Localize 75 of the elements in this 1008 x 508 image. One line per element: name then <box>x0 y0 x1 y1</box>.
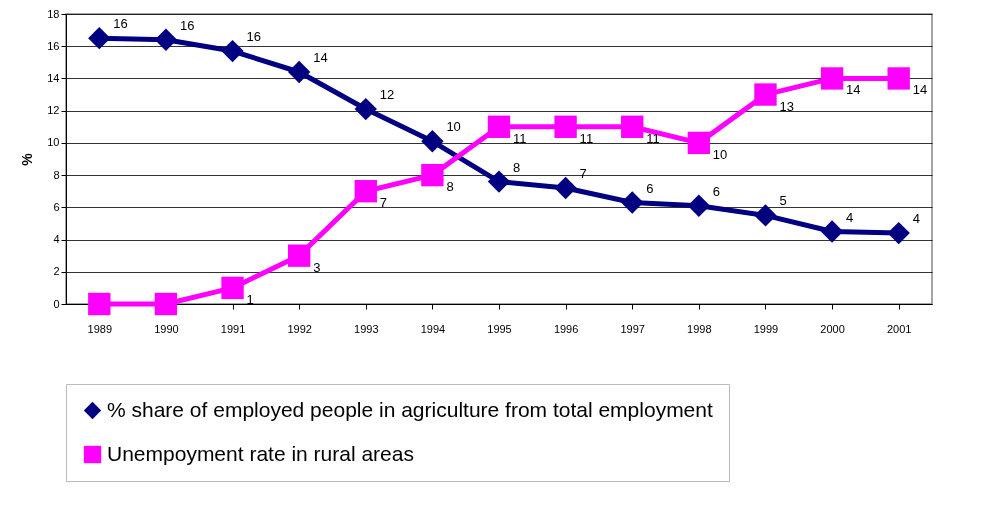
point <box>354 97 377 121</box>
x-tick-label: 1991 <box>220 322 246 335</box>
y-axis-title: % <box>19 152 36 166</box>
point <box>154 292 178 316</box>
point <box>687 194 711 217</box>
data-label: 16 <box>246 29 262 45</box>
data-label: 4 <box>912 211 920 227</box>
point <box>287 60 311 84</box>
data-label: 16 <box>179 17 195 33</box>
data-label: 6 <box>646 180 654 196</box>
legend-label: % share of employed people in agriculture from total employment <box>107 397 713 421</box>
point <box>221 276 244 300</box>
point <box>287 244 311 267</box>
x-tick-label: 1995 <box>487 322 512 335</box>
y-tick-label: 16 <box>47 39 60 52</box>
point <box>554 176 577 200</box>
x-tick-label: 1989 <box>87 322 113 335</box>
point <box>820 220 844 243</box>
x-tick-label: 1999 <box>753 322 779 335</box>
y-tick-label: 2 <box>53 265 60 278</box>
y-tick-label: 10 <box>47 136 60 149</box>
point <box>221 39 244 63</box>
data-label: 5 <box>779 193 787 209</box>
y-tick-label: 8 <box>53 168 60 181</box>
point <box>820 67 844 90</box>
x-tick-label: 1996 <box>553 322 579 335</box>
data-label: 3 <box>313 259 321 275</box>
x-tick-label: 1990 <box>154 322 179 335</box>
y-tick-label: 4 <box>53 233 60 246</box>
x-tick-label: 1998 <box>687 322 712 335</box>
point <box>154 28 178 51</box>
point <box>621 191 644 214</box>
data-label: 16 <box>113 16 128 32</box>
point <box>754 204 777 227</box>
point <box>687 131 711 155</box>
point <box>621 115 644 138</box>
y-tick-label: 6 <box>53 200 60 213</box>
data-label: 7 <box>379 195 387 211</box>
data-label: 10 <box>712 146 728 162</box>
data-label: 14 <box>313 50 328 65</box>
point <box>887 221 910 245</box>
x-tick-label: 2001 <box>886 322 912 335</box>
y-tick-label: 18 <box>47 7 60 20</box>
data-label: 6 <box>712 183 721 199</box>
data-label: 14 <box>912 82 928 98</box>
point <box>487 115 511 138</box>
data-label: 14 <box>846 82 861 98</box>
point <box>754 83 777 106</box>
data-label: 8 <box>513 159 521 175</box>
data-label: 12 <box>379 87 395 103</box>
y-tick-label: 12 <box>47 104 60 117</box>
y-tick-label: 14 <box>47 71 60 84</box>
point <box>554 115 577 138</box>
x-tick-label: 1993 <box>354 322 379 335</box>
legend-label: Unempoyment rate in rural areas <box>107 441 414 465</box>
point <box>887 67 910 90</box>
x-tick-label: 1994 <box>420 322 446 335</box>
data-label: 13 <box>779 98 794 114</box>
point <box>421 130 444 153</box>
data-label: 11 <box>513 130 527 146</box>
data-label: 8 <box>446 179 454 195</box>
x-tick-label: 2000 <box>820 322 845 335</box>
data-label: 11 <box>579 130 594 146</box>
point <box>88 26 111 50</box>
point <box>487 170 511 193</box>
data-label: 4 <box>846 209 854 225</box>
data-label: 10 <box>446 119 461 135</box>
point <box>88 292 111 316</box>
data-label: 11 <box>646 130 660 146</box>
y-tick-label: 0 <box>53 297 60 310</box>
x-tick-label: 1997 <box>620 322 645 335</box>
data-label: 1 <box>246 291 254 307</box>
point <box>354 180 377 203</box>
x-tick-label: 1992 <box>287 322 312 335</box>
point <box>421 163 444 187</box>
